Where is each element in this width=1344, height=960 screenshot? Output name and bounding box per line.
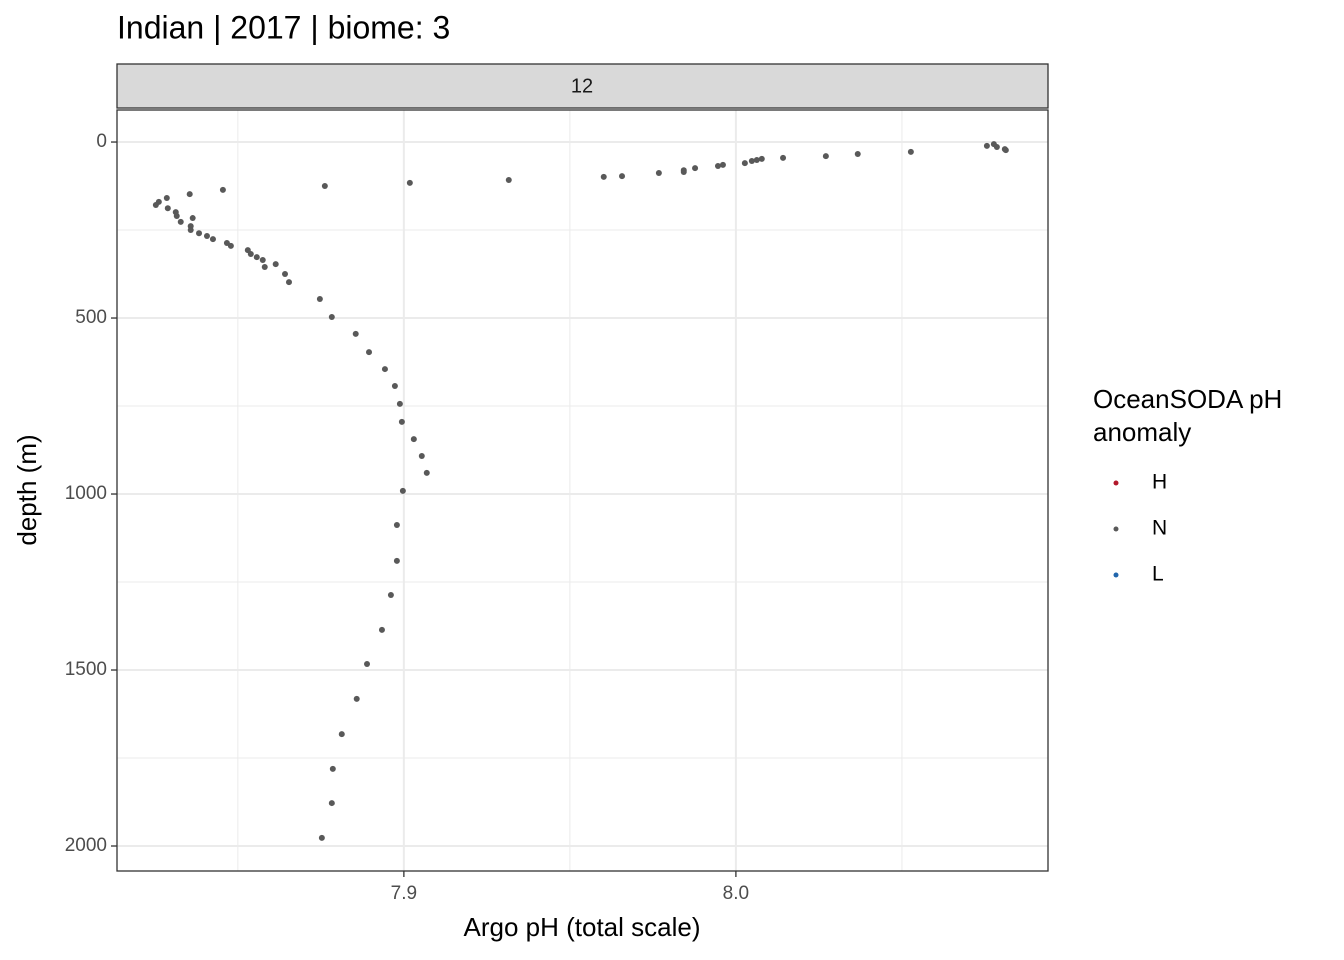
data-point <box>364 661 371 668</box>
data-point <box>680 168 687 175</box>
data-point <box>393 521 400 528</box>
data-point <box>423 469 430 476</box>
data-point <box>655 170 662 177</box>
data-point <box>328 800 335 807</box>
data-point <box>692 165 699 172</box>
data-point <box>1002 147 1009 154</box>
data-point <box>352 330 359 337</box>
data-point <box>399 487 406 494</box>
data-point <box>321 183 328 190</box>
data-point <box>993 143 1000 150</box>
data-point <box>285 279 292 286</box>
data-point <box>393 557 400 564</box>
data-point <box>253 254 260 261</box>
chart-title: Indian | 2017 | biome: 3 <box>117 9 450 45</box>
x-tick-label: 7.9 <box>391 883 417 904</box>
data-point <box>272 261 279 268</box>
data-point <box>418 453 425 460</box>
data-point <box>907 148 914 155</box>
data-point <box>227 242 234 249</box>
legend-title: OceanSODA pH anomaly <box>1093 384 1283 447</box>
data-point <box>219 186 226 193</box>
x-axis-title: Argo pH (total scale) <box>464 912 701 942</box>
data-point <box>741 160 748 167</box>
data-point <box>381 366 388 373</box>
data-point <box>209 236 216 243</box>
data-point <box>619 173 626 180</box>
data-point <box>822 153 829 160</box>
legend-key <box>1113 526 1119 532</box>
panel-border <box>116 109 1049 872</box>
data-point <box>316 296 323 303</box>
data-point <box>186 191 193 198</box>
data-point <box>758 155 765 162</box>
data-point <box>353 695 360 702</box>
data-point <box>854 150 861 157</box>
data-point <box>247 250 254 257</box>
legend-label: H <box>1152 471 1167 494</box>
data-point <box>387 592 394 599</box>
data-point <box>780 154 787 161</box>
data-point <box>753 156 760 163</box>
data-point <box>203 233 210 240</box>
data-point <box>366 349 373 356</box>
data-point <box>338 731 345 738</box>
y-tick-label: 500 <box>75 307 107 328</box>
data-point <box>164 205 171 212</box>
legend-key <box>1113 480 1119 486</box>
data-point <box>378 626 385 633</box>
y-tick-label: 2000 <box>65 835 107 856</box>
data-point <box>187 227 194 234</box>
facet-strip <box>116 63 1049 109</box>
data-point <box>328 313 335 320</box>
x-tick-label: 8.0 <box>723 883 749 904</box>
y-tick-label: 0 <box>96 131 107 152</box>
y-tick-label: 1500 <box>65 659 107 680</box>
y-axis-title: depth (m) <box>12 434 42 545</box>
data-point <box>719 161 726 168</box>
data-point <box>410 436 417 443</box>
data-point <box>983 142 990 149</box>
data-point <box>748 158 755 165</box>
y-tick-label: 1000 <box>65 483 107 504</box>
data-point <box>259 256 266 263</box>
data-point <box>163 194 170 201</box>
data-point <box>714 162 721 169</box>
data-point <box>600 173 607 180</box>
data-point <box>261 263 268 270</box>
legend-label: L <box>1152 563 1164 586</box>
data-point <box>396 400 403 407</box>
legend-key <box>1113 572 1119 578</box>
data-point <box>152 202 159 209</box>
data-point <box>406 179 413 186</box>
data-point <box>398 418 405 425</box>
data-point <box>318 834 325 841</box>
legend-label: N <box>1152 517 1167 540</box>
data-point <box>196 230 203 237</box>
facet-label: 12 <box>571 75 593 97</box>
data-point <box>391 382 398 389</box>
data-point <box>282 271 289 278</box>
data-point <box>505 177 512 184</box>
data-point <box>173 212 180 219</box>
data-point <box>329 765 336 772</box>
data-point <box>189 215 196 222</box>
data-point <box>177 218 184 225</box>
panel <box>117 110 1048 871</box>
